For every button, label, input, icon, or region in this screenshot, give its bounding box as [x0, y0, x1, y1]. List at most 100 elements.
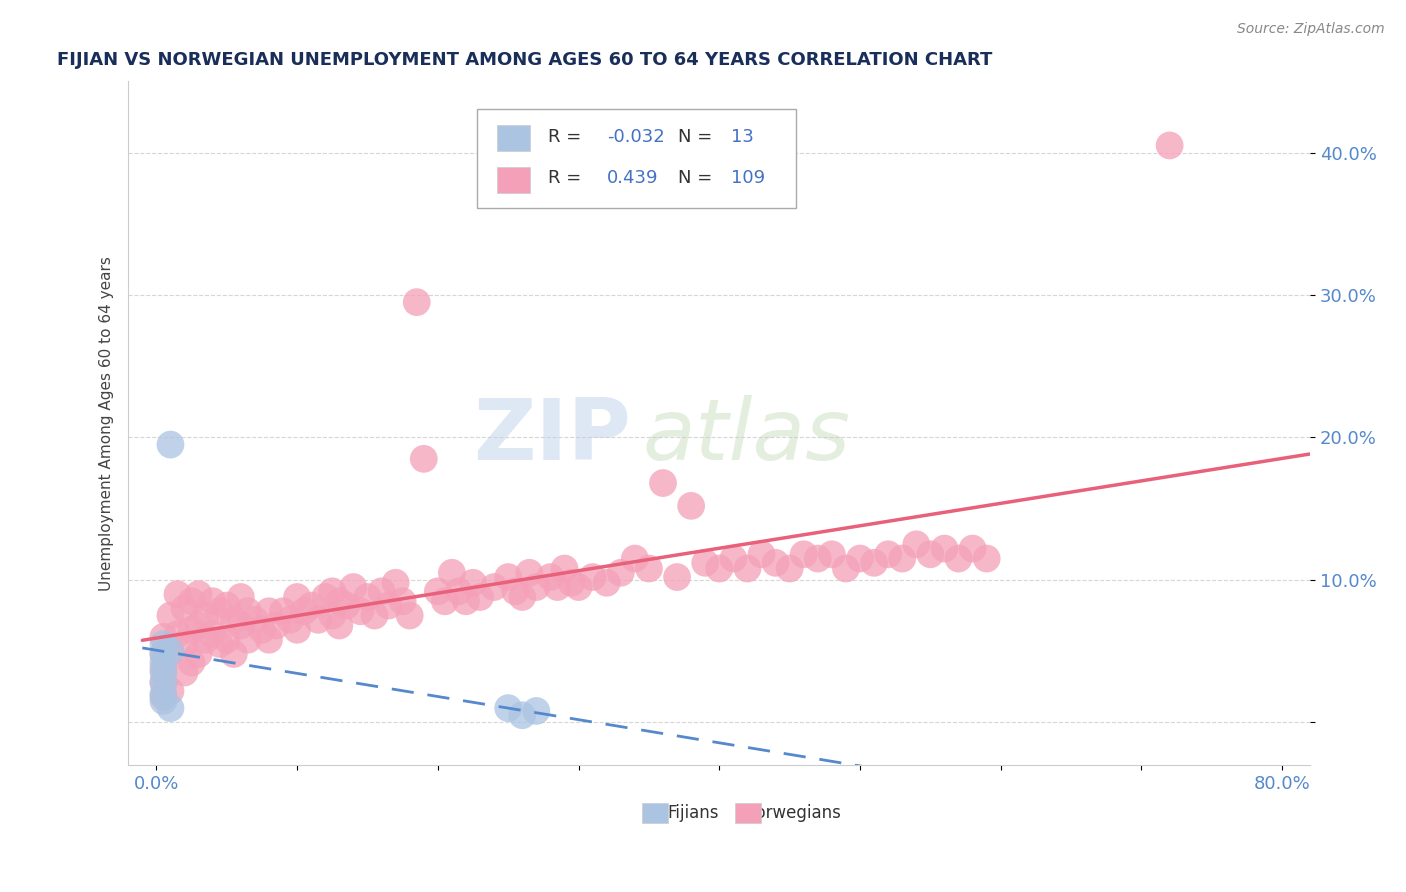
Point — [236, 604, 259, 618]
Point — [159, 644, 181, 658]
Point — [278, 613, 301, 627]
Point — [666, 570, 689, 584]
Point — [321, 584, 343, 599]
Text: Source: ZipAtlas.com: Source: ZipAtlas.com — [1237, 22, 1385, 37]
Point — [159, 644, 181, 658]
Point — [222, 613, 245, 627]
Point — [187, 587, 209, 601]
Point — [695, 556, 717, 570]
Point — [173, 665, 195, 680]
Point — [503, 584, 526, 599]
Bar — [498, 168, 530, 194]
Point — [271, 604, 294, 618]
Point — [765, 556, 787, 570]
Point — [779, 561, 801, 575]
Text: 109: 109 — [731, 169, 765, 187]
Point — [166, 627, 188, 641]
Point — [152, 675, 174, 690]
Point — [510, 708, 533, 723]
Point — [596, 575, 619, 590]
Point — [807, 551, 830, 566]
Point — [709, 561, 731, 575]
Point — [194, 632, 217, 647]
Text: FIJIAN VS NORWEGIAN UNEMPLOYMENT AMONG AGES 60 TO 64 YEARS CORRELATION CHART: FIJIAN VS NORWEGIAN UNEMPLOYMENT AMONG A… — [58, 51, 993, 69]
Point — [976, 551, 998, 566]
Point — [236, 632, 259, 647]
Text: atlas: atlas — [643, 395, 851, 478]
Point — [314, 590, 336, 604]
Text: 0.439: 0.439 — [607, 169, 658, 187]
Point — [152, 665, 174, 680]
Point — [173, 637, 195, 651]
Point — [468, 590, 491, 604]
Text: Norwegians: Norwegians — [742, 804, 841, 822]
Text: R =: R = — [548, 169, 581, 187]
Point — [461, 575, 484, 590]
Point — [751, 547, 773, 561]
Point — [321, 608, 343, 623]
Point — [496, 570, 519, 584]
Point — [152, 687, 174, 701]
Text: 13: 13 — [731, 128, 754, 146]
Point — [863, 556, 886, 570]
Point — [208, 637, 231, 651]
Point — [307, 613, 329, 627]
Point — [152, 690, 174, 704]
Point — [681, 499, 703, 513]
Point — [299, 599, 322, 613]
Point — [568, 580, 591, 594]
Point — [180, 623, 202, 637]
Point — [159, 437, 181, 451]
Text: ZIP: ZIP — [472, 395, 631, 478]
Point — [257, 632, 280, 647]
Point — [215, 632, 238, 647]
Point — [849, 551, 872, 566]
Point — [793, 547, 815, 561]
Text: N =: N = — [678, 169, 713, 187]
Point — [891, 551, 914, 566]
Point — [553, 561, 575, 575]
Point — [264, 618, 287, 632]
Point — [152, 661, 174, 675]
Point — [152, 647, 174, 661]
Point — [538, 570, 561, 584]
Point — [610, 566, 633, 580]
Point — [405, 295, 427, 310]
Point — [328, 594, 350, 608]
Point — [962, 541, 984, 556]
Point — [152, 647, 174, 661]
Point — [152, 637, 174, 651]
Point — [173, 601, 195, 615]
Point — [292, 604, 315, 618]
Point — [229, 590, 252, 604]
Point — [723, 551, 745, 566]
Point — [222, 647, 245, 661]
Point — [412, 451, 434, 466]
Point — [447, 584, 470, 599]
Point — [187, 618, 209, 632]
Point — [215, 599, 238, 613]
Point — [180, 656, 202, 670]
Point — [328, 618, 350, 632]
Point — [152, 630, 174, 644]
Point — [187, 647, 209, 661]
Point — [624, 551, 647, 566]
Point — [384, 575, 406, 590]
Point — [920, 547, 942, 561]
Point — [433, 594, 456, 608]
Point — [546, 580, 568, 594]
Point — [342, 580, 364, 594]
Point — [877, 547, 900, 561]
Point — [152, 656, 174, 670]
Point — [285, 590, 308, 604]
Point — [398, 608, 420, 623]
Bar — [498, 125, 530, 151]
Point — [229, 618, 252, 632]
Bar — [643, 803, 668, 823]
Text: N =: N = — [678, 128, 713, 146]
Text: Fijians: Fijians — [668, 804, 720, 822]
Point — [152, 675, 174, 690]
Bar — [735, 803, 761, 823]
Point — [257, 604, 280, 618]
Point — [370, 584, 392, 599]
